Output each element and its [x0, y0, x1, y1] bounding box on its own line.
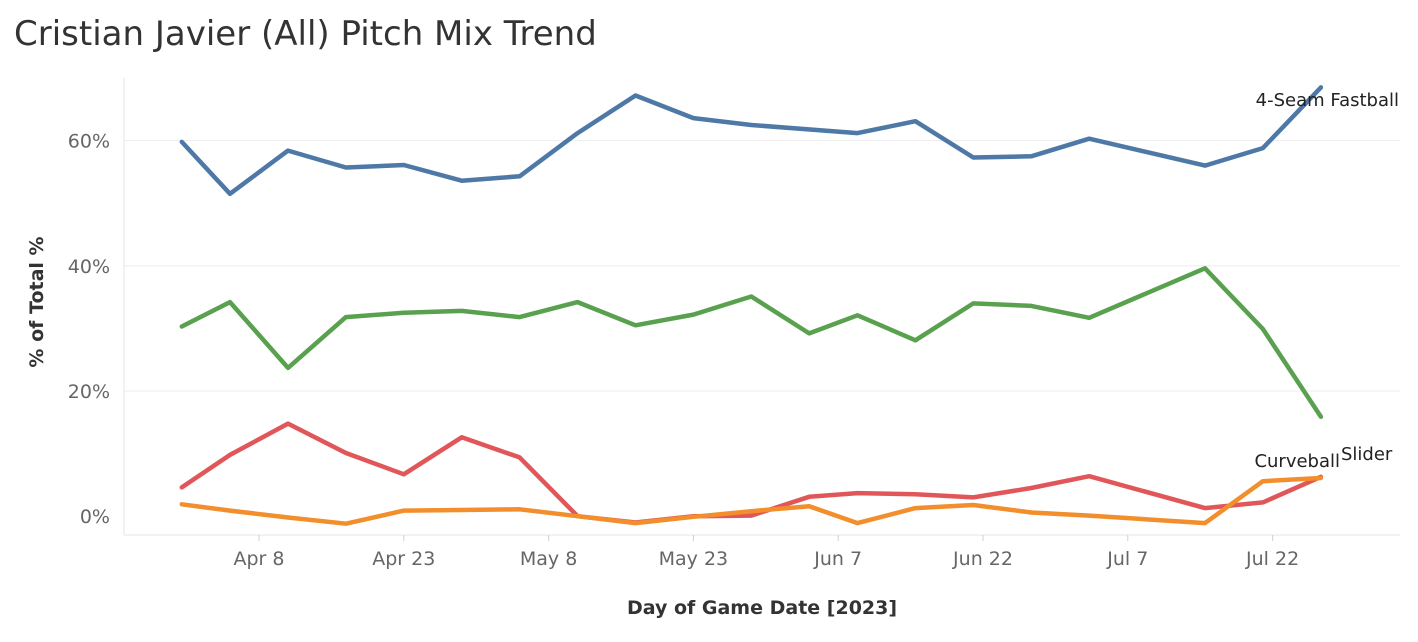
series-line-4-seam-fastball	[179, 85, 1324, 197]
x-tick-label: Apr 8	[234, 548, 285, 570]
series-label: 4-Seam Fastball	[1256, 90, 1399, 111]
series-label: Slider	[1341, 444, 1393, 465]
series-lines	[179, 85, 1324, 526]
x-tick-label: Jul 7	[1106, 548, 1148, 570]
gridlines	[124, 140, 1400, 392]
x-tick-label: May 8	[520, 548, 577, 570]
x-tick-label: May 23	[659, 548, 729, 570]
series-label: Curveball	[1254, 451, 1340, 472]
x-tick-label: Jun 22	[952, 548, 1013, 570]
y-tick-label: 60%	[68, 131, 110, 153]
x-tick-label: Jun 7	[813, 548, 862, 570]
chart-title: Cristian Javier (All) Pitch Mix Trend	[14, 14, 597, 54]
y-ticks: 0% 20% 40% 60%	[68, 131, 110, 529]
y-axis-title: % of Total %	[26, 236, 48, 367]
x-tick-label: Jul 22	[1245, 548, 1299, 570]
series-line-curveball	[179, 475, 1324, 526]
series-line-unlabeled	[179, 266, 1324, 419]
x-ticks: Apr 8 Apr 23 May 8 May 23 Jun 7 Jun 22 Jul 7 Ju…	[234, 535, 1299, 570]
y-tick-label: 0%	[80, 506, 110, 528]
x-axis-title: Day of Game Date [2023]	[627, 597, 897, 619]
y-tick-label: 40%	[68, 256, 110, 278]
y-tick-label: 20%	[68, 381, 110, 403]
x-tick-label: Apr 23	[372, 548, 435, 570]
series-line-slider	[179, 421, 1324, 525]
